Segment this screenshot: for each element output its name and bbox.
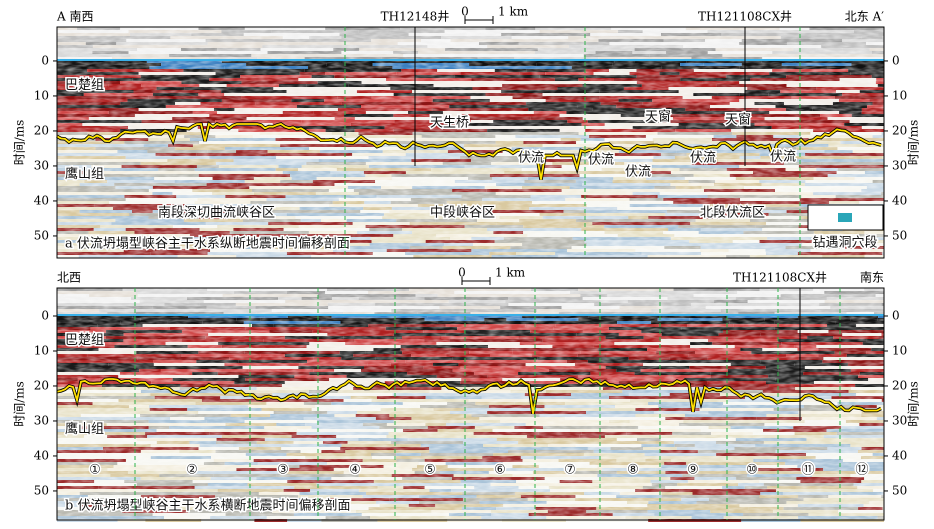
zone-label: 中段峡谷区 (430, 206, 495, 221)
y-tick-label: 0 (41, 53, 49, 67)
y-tick-label: 20 (892, 123, 907, 137)
section-number: ⑪ (801, 462, 814, 477)
y-tick-label: 30 (34, 158, 49, 172)
section-number: ⑤ (424, 462, 436, 477)
formation: 鹰山组 (65, 421, 104, 437)
section-number: ④ (349, 462, 361, 477)
y-tick-label: 50 (892, 228, 907, 242)
well-label: TH121108CX井 (733, 271, 827, 285)
feature-label: 伏流 (588, 153, 614, 168)
y-tick-label: 10 (34, 88, 49, 102)
axis-label: 时间/ms (13, 381, 27, 427)
y-tick-label: 30 (892, 158, 907, 172)
y-tick-label: 20 (34, 123, 49, 137)
section-number: ③ (277, 462, 289, 477)
axis-label: 时间/ms (13, 120, 27, 166)
y-tick-label: 50 (892, 483, 907, 497)
formation: 巴楚组 (65, 78, 104, 93)
y-tick-label: 20 (892, 378, 907, 392)
seismic-section (56, 27, 884, 258)
feature-label: 天窗 (645, 109, 671, 125)
scale-label: 1 km (498, 5, 529, 19)
y-tick-label: 40 (34, 448, 49, 462)
right-title: 北东 A′ (845, 10, 884, 24)
section-number: ⑫ (855, 462, 868, 477)
legend-label: 钻遇洞穴段 (812, 236, 877, 251)
y-tick-label: 20 (34, 378, 49, 392)
horizon (56, 122, 882, 180)
y-tick-label: 50 (34, 228, 49, 242)
texture (57, 27, 884, 258)
y-tick-label: 50 (34, 483, 49, 497)
scale-label: 0 (458, 266, 466, 280)
y-tick-label: 30 (34, 413, 49, 427)
y-tick-label: 30 (892, 413, 907, 427)
section-number: ⑦ (564, 462, 576, 477)
caption: a 伏流坍塌型峡谷主干水系纵断地震时间偏移剖面 (65, 237, 350, 252)
section-number: ⑩ (746, 462, 758, 477)
y-tick-label: 0 (892, 308, 900, 322)
y-tick-label: 0 (892, 53, 900, 67)
y-tick-label: 0 (41, 308, 49, 322)
zone-label: 南段深切曲流峡谷区 (158, 205, 275, 221)
feature-label: 天窗 (725, 112, 751, 128)
well-label: TH121108CX井 (698, 10, 792, 24)
scale-label: 0 (461, 5, 469, 19)
feature-label: 伏流 (625, 165, 651, 180)
frame (56, 26, 885, 259)
feature-label: 天生桥 (430, 116, 469, 131)
zone-label: 北段伏流区 (700, 206, 765, 221)
y-tick-label: 40 (892, 448, 907, 462)
horizon (56, 378, 882, 414)
y-tick-label: 10 (892, 88, 907, 102)
y-tick-label: 10 (34, 343, 49, 357)
section-number: ⑧ (627, 462, 639, 477)
seismic-section (56, 288, 884, 522)
y-tick-label: 40 (892, 193, 907, 207)
caption: b 伏流坍塌型峡谷主干水系横断地震时间偏移剖面 (65, 499, 350, 514)
axis-label: 时间/ms (907, 381, 921, 427)
feature-label: 伏流 (518, 151, 544, 166)
section-number: ⑥ (494, 462, 506, 477)
legend-swatch (838, 213, 852, 222)
left-title: 北西 (57, 271, 81, 285)
y-tick-label: 10 (892, 343, 907, 357)
texture (57, 288, 884, 520)
y-tick-label: 40 (34, 193, 49, 207)
formation: 鹰山组 (65, 166, 104, 182)
left-title: A 南西 (56, 9, 93, 24)
right-title: 南东 (860, 270, 884, 285)
feature-label: 伏流 (690, 151, 716, 166)
section-number: ② (186, 462, 198, 477)
section-number: ⑨ (687, 462, 699, 477)
frame (56, 287, 885, 521)
axis-label: 时间/ms (907, 120, 921, 166)
feature-label: 伏流 (770, 150, 796, 165)
well-label: TH12148井 (381, 10, 450, 24)
scale-label: 1 km (495, 266, 526, 280)
formation: 巴楚组 (65, 333, 104, 348)
section-number: ① (89, 462, 101, 477)
